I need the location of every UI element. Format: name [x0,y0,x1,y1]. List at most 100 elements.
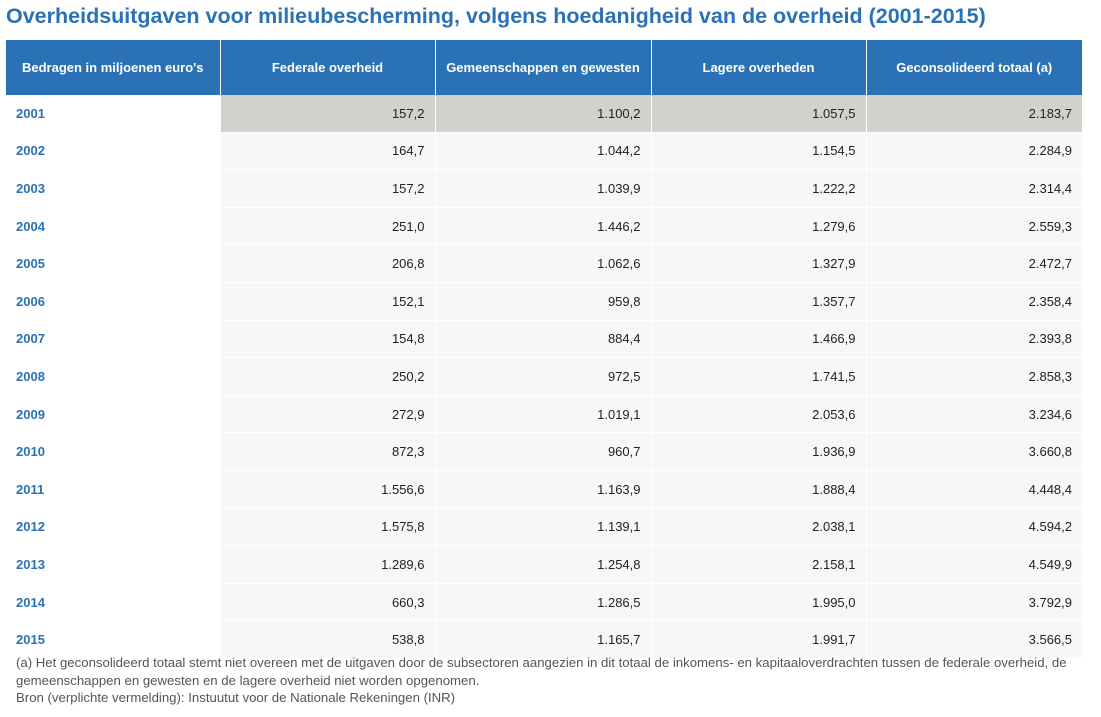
year-cell: 2011 [6,470,221,509]
total-cell: 2.472,7 [866,244,1082,283]
federal-cell: 164,7 [220,132,436,171]
federal-cell: 1.575,8 [220,508,436,547]
table-row: 2002 164,7 1.044,2 1.154,5 2.284,9 [6,132,1082,171]
table-row: 2011 1.556,6 1.163,9 1.888,4 4.448,4 [6,470,1082,509]
local-cell: 1.888,4 [651,470,867,509]
local-cell: 1.357,7 [651,282,867,321]
year-cell: 2007 [6,320,221,359]
expenditure-table: Bedragen in miljoenen euro's Federale ov… [6,40,1082,659]
communities-regions-cell: 1.165,7 [435,620,652,659]
federal-cell: 272,9 [220,395,436,434]
local-cell: 1.936,9 [651,432,867,471]
source-note: Bron (verplichte vermelding): Instuutut … [16,690,456,705]
communities-regions-cell: 1.100,2 [435,95,652,133]
total-cell: 2.393,8 [866,320,1082,359]
column-header-unit: Bedragen in miljoenen euro's [6,40,221,95]
year-cell: 2014 [6,583,221,622]
local-cell: 1.991,7 [651,620,867,659]
communities-regions-cell: 1.039,9 [435,169,652,208]
local-cell: 1.995,0 [651,583,867,622]
column-header-federal: Federale overheid [220,40,436,95]
federal-cell: 872,3 [220,432,436,471]
federal-cell: 250,2 [220,357,436,396]
column-header-consolidated-total: Geconsolideerd totaal (a) [866,40,1082,95]
table-row: 2013 1.289,6 1.254,8 2.158,1 4.549,9 [6,545,1082,584]
total-cell: 4.594,2 [866,508,1082,547]
column-header-local: Lagere overheden [651,40,867,95]
federal-cell: 660,3 [220,583,436,622]
communities-regions-cell: 1.139,1 [435,508,652,547]
local-cell: 2.053,6 [651,395,867,434]
local-cell: 1.327,9 [651,244,867,283]
federal-cell: 154,8 [220,320,436,359]
year-cell: 2015 [6,620,221,659]
communities-regions-cell: 959,8 [435,282,652,321]
table-row: 2004 251,0 1.446,2 1.279,6 2.559,3 [6,207,1082,246]
total-cell: 2.183,7 [866,95,1082,133]
table-row: 2005 206,8 1.062,6 1.327,9 2.472,7 [6,244,1082,283]
table-row: 2014 660,3 1.286,5 1.995,0 3.792,9 [6,583,1082,622]
communities-regions-cell: 972,5 [435,357,652,396]
total-cell: 2.284,9 [866,132,1082,171]
total-cell: 2.559,3 [866,207,1082,246]
table-row: 2008 250,2 972,5 1.741,5 2.858,3 [6,357,1082,396]
total-cell: 2.858,3 [866,357,1082,396]
federal-cell: 538,8 [220,620,436,659]
table-row: 2010 872,3 960,7 1.936,9 3.660,8 [6,432,1082,471]
table-row: 2001 157,2 1.100,2 1.057,5 2.183,7 [6,95,1082,133]
communities-regions-cell: 1.019,1 [435,395,652,434]
total-cell: 4.549,9 [866,545,1082,584]
page-title: Overheidsuitgaven voor milieubescherming… [6,4,986,28]
table-row: 2009 272,9 1.019,1 2.053,6 3.234,6 [6,395,1082,434]
total-cell: 3.660,8 [866,432,1082,471]
year-cell: 2013 [6,545,221,584]
federal-cell: 157,2 [220,169,436,208]
communities-regions-cell: 1.163,9 [435,470,652,509]
total-cell: 2.358,4 [866,282,1082,321]
footnote-a: (a) Het geconsolideerd totaal stemt niet… [16,655,1067,688]
year-cell: 2012 [6,508,221,547]
table-row: 2015 538,8 1.165,7 1.991,7 3.566,5 [6,620,1082,659]
local-cell: 1.279,6 [651,207,867,246]
year-cell: 2009 [6,395,221,434]
total-cell: 3.792,9 [866,583,1082,622]
local-cell: 1.466,9 [651,320,867,359]
year-cell: 2004 [6,207,221,246]
table-row: 2006 152,1 959,8 1.357,7 2.358,4 [6,282,1082,321]
year-cell: 2003 [6,169,221,208]
year-cell: 2010 [6,432,221,471]
total-cell: 3.566,5 [866,620,1082,659]
communities-regions-cell: 960,7 [435,432,652,471]
total-cell: 3.234,6 [866,395,1082,434]
year-cell: 2002 [6,132,221,171]
total-cell: 4.448,4 [866,470,1082,509]
local-cell: 1.741,5 [651,357,867,396]
communities-regions-cell: 1.286,5 [435,583,652,622]
table-row: 2003 157,2 1.039,9 1.222,2 2.314,4 [6,169,1082,208]
federal-cell: 157,2 [220,95,436,133]
federal-cell: 251,0 [220,207,436,246]
local-cell: 2.158,1 [651,545,867,584]
year-cell: 2008 [6,357,221,396]
total-cell: 2.314,4 [866,169,1082,208]
communities-regions-cell: 1.044,2 [435,132,652,171]
local-cell: 2.038,1 [651,508,867,547]
federal-cell: 1.289,6 [220,545,436,584]
year-cell: 2006 [6,282,221,321]
local-cell: 1.154,5 [651,132,867,171]
communities-regions-cell: 884,4 [435,320,652,359]
federal-cell: 152,1 [220,282,436,321]
federal-cell: 1.556,6 [220,470,436,509]
year-cell: 2001 [6,95,221,133]
local-cell: 1.222,2 [651,169,867,208]
local-cell: 1.057,5 [651,95,867,133]
table-header-row: Bedragen in miljoenen euro's Federale ov… [6,40,1082,95]
table-notes: (a) Het geconsolideerd totaal stemt niet… [16,654,1076,707]
federal-cell: 206,8 [220,244,436,283]
column-header-communities-regions: Gemeenschappen en gewesten [435,40,652,95]
table-row: 2012 1.575,8 1.139,1 2.038,1 4.594,2 [6,508,1082,547]
communities-regions-cell: 1.254,8 [435,545,652,584]
communities-regions-cell: 1.446,2 [435,207,652,246]
year-cell: 2005 [6,244,221,283]
